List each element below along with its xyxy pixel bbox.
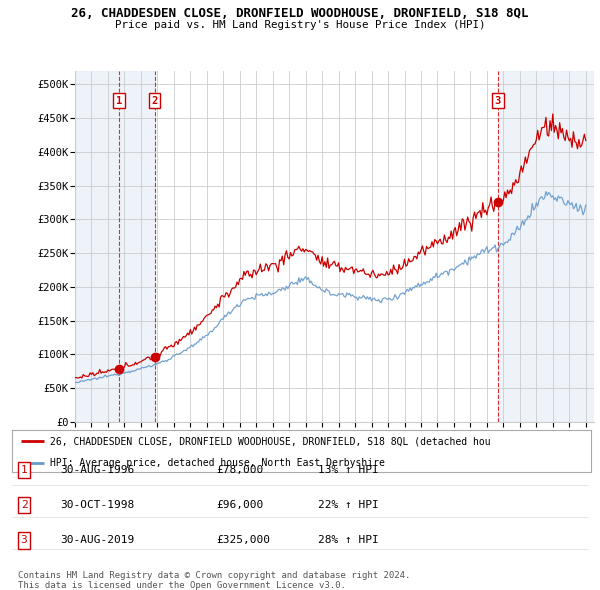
Text: 1: 1 (20, 465, 28, 474)
Text: £96,000: £96,000 (216, 500, 263, 510)
Text: 28% ↑ HPI: 28% ↑ HPI (318, 536, 379, 545)
Text: 30-AUG-1996: 30-AUG-1996 (60, 465, 134, 474)
Text: 2: 2 (20, 500, 28, 510)
Text: 30-OCT-1998: 30-OCT-1998 (60, 500, 134, 510)
Text: £78,000: £78,000 (216, 465, 263, 474)
Text: 30-AUG-2019: 30-AUG-2019 (60, 536, 134, 545)
Text: 2: 2 (151, 96, 158, 106)
Text: 22% ↑ HPI: 22% ↑ HPI (318, 500, 379, 510)
Text: Price paid vs. HM Land Registry's House Price Index (HPI): Price paid vs. HM Land Registry's House … (115, 20, 485, 30)
Text: £325,000: £325,000 (216, 536, 270, 545)
Text: 3: 3 (495, 96, 501, 106)
Text: HPI: Average price, detached house, North East Derbyshire: HPI: Average price, detached house, Nort… (50, 458, 385, 468)
Bar (75, 71, 155, 422)
Bar (498, 71, 594, 422)
Text: 13% ↑ HPI: 13% ↑ HPI (318, 465, 379, 474)
Text: 1: 1 (116, 96, 122, 106)
Text: 26, CHADDESDEN CLOSE, DRONFIELD WOODHOUSE, DRONFIELD, S18 8QL: 26, CHADDESDEN CLOSE, DRONFIELD WOODHOUS… (71, 7, 529, 20)
Text: Contains HM Land Registry data © Crown copyright and database right 2024.
This d: Contains HM Land Registry data © Crown c… (18, 571, 410, 590)
Text: 3: 3 (20, 536, 28, 545)
Text: 26, CHADDESDEN CLOSE, DRONFIELD WOODHOUSE, DRONFIELD, S18 8QL (detached hou: 26, CHADDESDEN CLOSE, DRONFIELD WOODHOUS… (50, 437, 490, 447)
